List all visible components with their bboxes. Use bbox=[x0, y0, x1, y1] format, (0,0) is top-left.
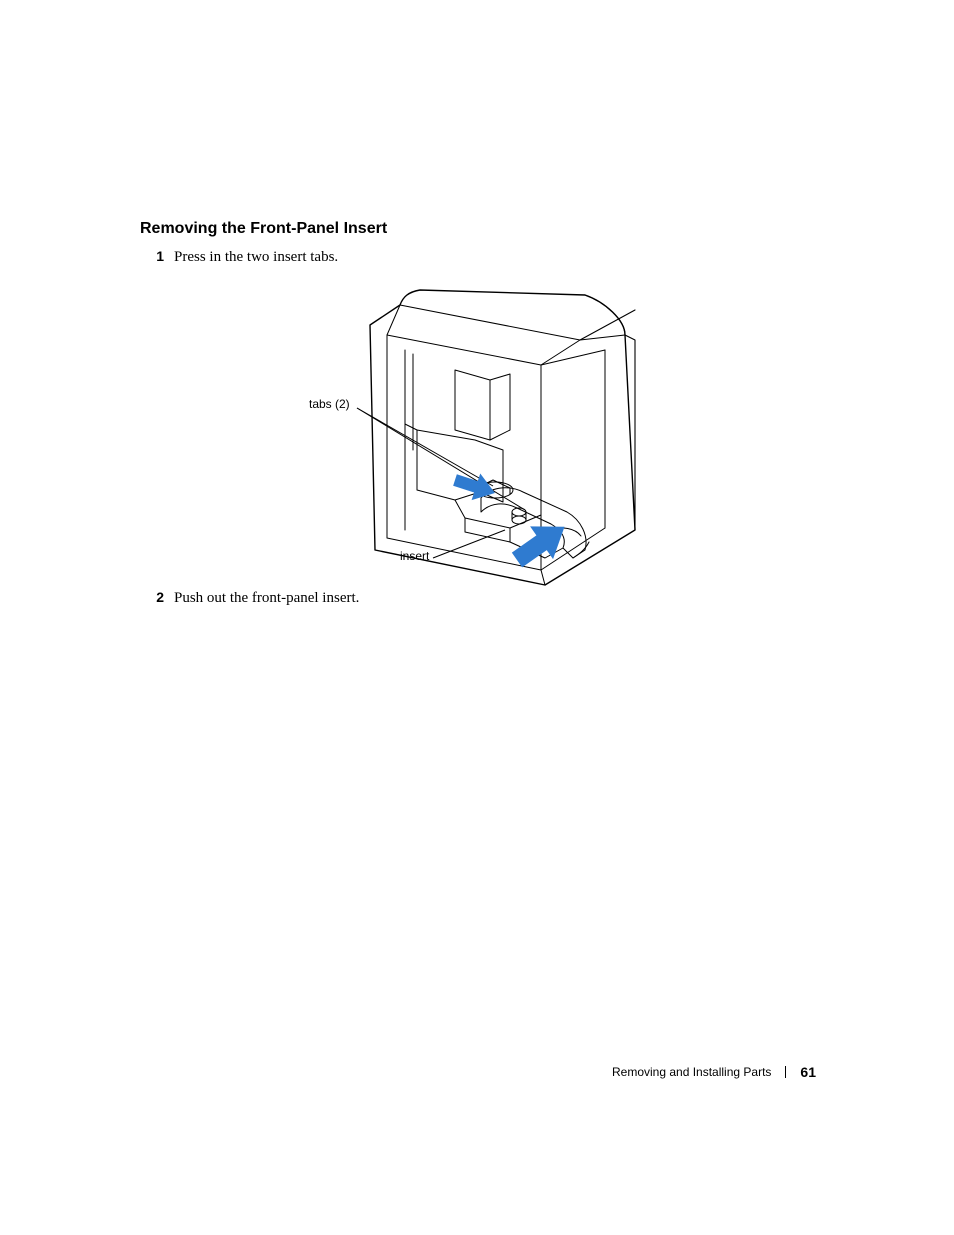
step-2: 2 Push out the front-panel insert. bbox=[140, 589, 359, 607]
step-1-text: Press in the two insert tabs. bbox=[174, 249, 338, 266]
callout-tabs: tabs (2) bbox=[309, 397, 350, 411]
step-1: 1 Press in the two insert tabs. bbox=[140, 248, 338, 266]
footer: Removing and Installing Parts 61 bbox=[612, 1064, 816, 1080]
page-number: 61 bbox=[800, 1064, 816, 1080]
step-2-text: Push out the front-panel insert. bbox=[174, 590, 359, 607]
front-panel-illustration bbox=[305, 280, 645, 590]
callout-insert: insert bbox=[400, 549, 429, 563]
step-2-number: 2 bbox=[140, 589, 164, 605]
footer-section: Removing and Installing Parts bbox=[612, 1065, 771, 1079]
section-heading: Removing the Front-Panel Insert bbox=[140, 220, 387, 238]
footer-separator bbox=[785, 1066, 786, 1078]
page: Removing the Front-Panel Insert 1 Press … bbox=[0, 0, 954, 1235]
step-1-number: 1 bbox=[140, 248, 164, 264]
